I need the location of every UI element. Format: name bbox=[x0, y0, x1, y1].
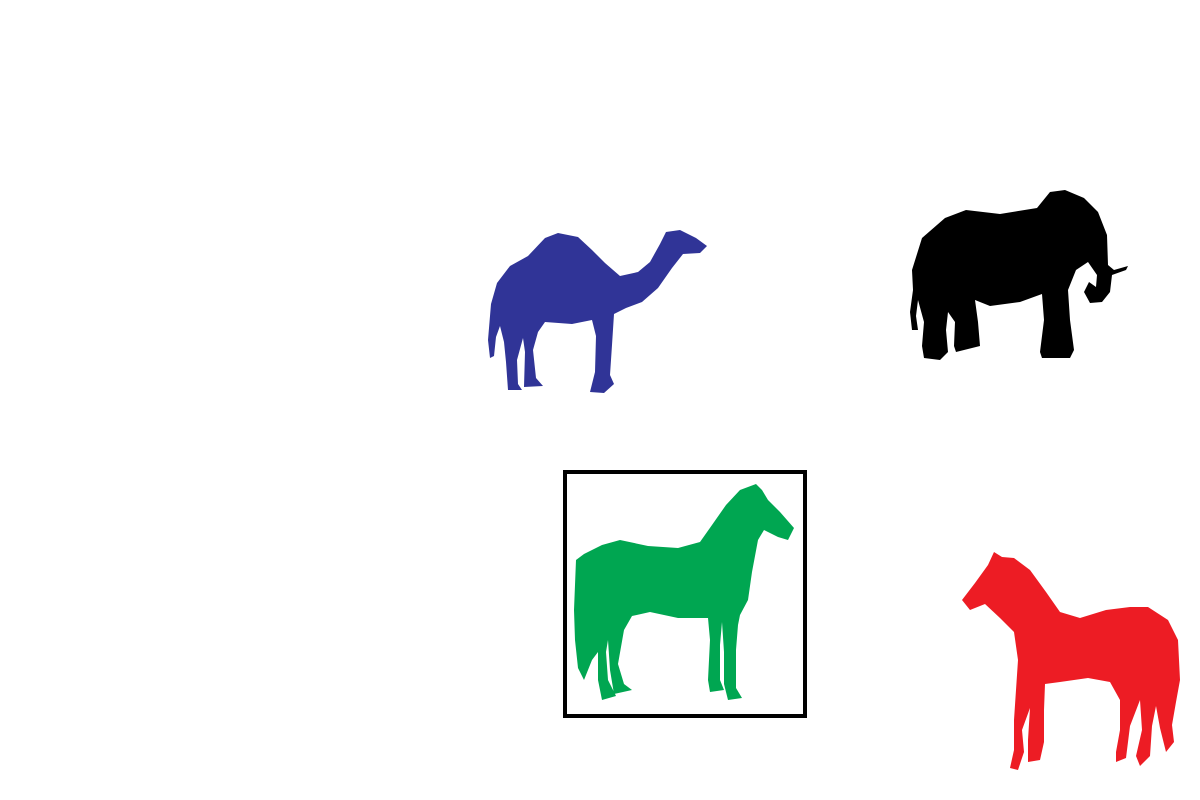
elephant-body bbox=[910, 190, 1128, 360]
elephant-silhouette-icon[interactable] bbox=[900, 185, 1140, 365]
red-horse-body bbox=[962, 552, 1180, 770]
camel-silhouette-icon[interactable] bbox=[480, 222, 715, 400]
horse-silhouette-icon[interactable] bbox=[955, 545, 1187, 775]
camel-body bbox=[488, 230, 707, 393]
horse-silhouette-icon[interactable] bbox=[570, 478, 800, 710]
selection-box bbox=[563, 470, 807, 718]
green-horse-body bbox=[574, 484, 794, 700]
